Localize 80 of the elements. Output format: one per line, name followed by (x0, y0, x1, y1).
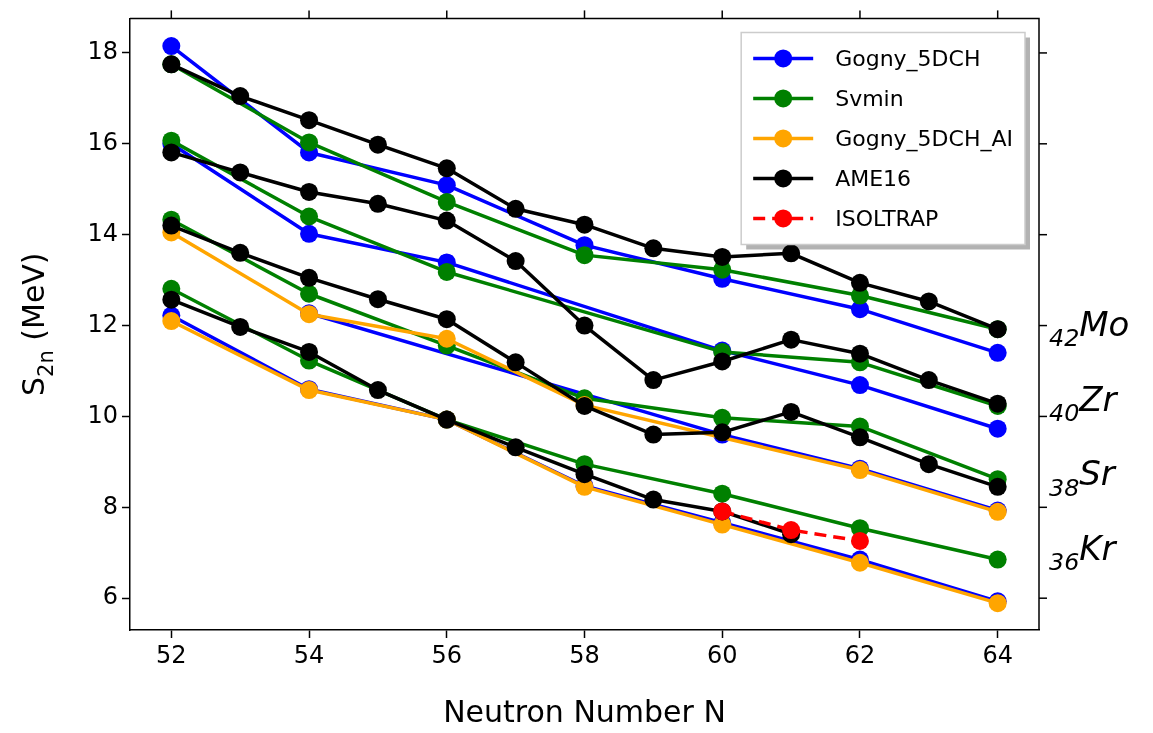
point (162, 216, 181, 235)
point (162, 37, 181, 56)
point (988, 343, 1007, 362)
point (437, 159, 456, 178)
point (437, 211, 456, 230)
point (850, 428, 869, 447)
point (368, 290, 387, 309)
legend-label: Gogny_5DCH_AI (835, 126, 1014, 153)
point (300, 182, 319, 201)
point (988, 419, 1007, 438)
y-tick-label: 12 (87, 309, 118, 338)
x-tick-label: 52 (156, 640, 187, 669)
point (231, 163, 250, 182)
point (850, 531, 869, 550)
point (368, 135, 387, 154)
y-tick-label: 14 (87, 218, 118, 247)
point (919, 292, 938, 311)
point (162, 312, 181, 331)
point (300, 224, 319, 243)
point (300, 111, 319, 130)
point (300, 284, 319, 303)
legend-label: ISOLTRAP (835, 206, 939, 232)
point (850, 376, 869, 395)
point (919, 455, 938, 474)
point (300, 268, 319, 287)
point (782, 244, 801, 263)
point (988, 477, 1007, 496)
x-tick-label: 60 (706, 640, 738, 669)
point (782, 521, 801, 540)
point (782, 402, 801, 421)
point (713, 484, 732, 503)
point (713, 247, 732, 266)
point (231, 243, 250, 262)
point (506, 252, 525, 271)
point (988, 550, 1007, 569)
point (231, 87, 250, 106)
point (644, 490, 663, 509)
y-tick-label: 16 (87, 128, 118, 157)
legend-label: AME16 (835, 166, 912, 192)
point (300, 133, 319, 152)
point (644, 371, 663, 390)
point (368, 381, 387, 400)
point (368, 194, 387, 213)
point (575, 246, 594, 265)
legend-label: Gogny_5DCH (835, 46, 981, 73)
point (437, 310, 456, 329)
point (919, 371, 938, 390)
y-tick-label: 10 (87, 400, 118, 429)
x-tick-label: 54 (293, 640, 325, 669)
point (506, 199, 525, 218)
x-tick-label: 62 (844, 640, 876, 669)
point (162, 290, 181, 309)
point (850, 344, 869, 363)
y-axis-title: S2n (MeV) (16, 252, 58, 396)
x-tick-label: 58 (569, 640, 600, 669)
point (575, 215, 594, 234)
point (644, 425, 663, 444)
point (300, 207, 319, 226)
point (437, 262, 456, 281)
point (300, 342, 319, 361)
point (575, 316, 594, 335)
point (162, 143, 181, 162)
point (644, 239, 663, 258)
point (575, 465, 594, 484)
point (850, 273, 869, 292)
point (713, 352, 732, 371)
point (231, 317, 250, 336)
point (437, 176, 456, 195)
x-axis-title: Neutron Number N (443, 694, 726, 729)
point (782, 330, 801, 349)
point (437, 192, 456, 211)
x-tick-label: 56 (431, 640, 463, 669)
point (506, 353, 525, 372)
x-tick-label: 64 (982, 640, 1013, 669)
y-tick-label: 8 (102, 491, 118, 520)
point (437, 329, 456, 348)
point (506, 438, 525, 457)
legend-label: Svmin (835, 86, 904, 112)
y-tick-label: 18 (87, 37, 118, 66)
y-tick-label: 6 (102, 582, 118, 611)
